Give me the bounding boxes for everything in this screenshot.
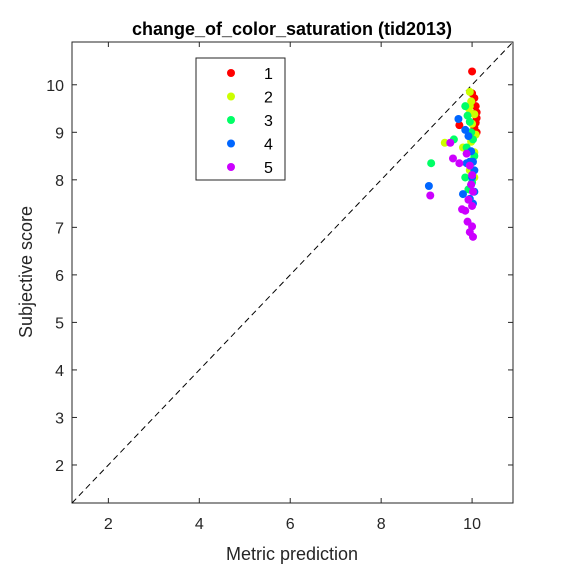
data-point-series-5 bbox=[465, 161, 474, 170]
x-tick-label: 10 bbox=[463, 516, 481, 533]
y-tick-label: 6 bbox=[55, 268, 64, 285]
legend-label-2: 2 bbox=[264, 90, 273, 107]
legend-label-1: 1 bbox=[264, 66, 273, 83]
data-point-series-5 bbox=[468, 187, 477, 196]
data-point-series-5 bbox=[468, 201, 477, 210]
legend-box bbox=[195, 57, 286, 181]
legend-label-3: 3 bbox=[264, 113, 273, 130]
data-point-series-3 bbox=[461, 173, 470, 182]
data-point-series-1 bbox=[455, 121, 464, 130]
y-tick-label: 10 bbox=[46, 78, 64, 95]
data-point-series-5 bbox=[468, 171, 477, 180]
data-point-series-2 bbox=[470, 110, 479, 119]
data-point-series-3 bbox=[465, 117, 474, 126]
data-point-series-5 bbox=[458, 205, 467, 214]
x-tick-label: 4 bbox=[195, 516, 204, 533]
chart-title: change_of_color_saturation (tid2013) bbox=[132, 19, 452, 39]
data-point-series-3 bbox=[427, 159, 436, 168]
legend-marker-2 bbox=[227, 92, 235, 101]
x-tick-label: 2 bbox=[104, 516, 113, 533]
data-point-series-5 bbox=[462, 149, 471, 158]
data-point-series-1 bbox=[468, 67, 477, 76]
y-tick-label: 8 bbox=[55, 173, 64, 190]
y-tick-label: 3 bbox=[55, 410, 64, 427]
identity-reference-line bbox=[71, 41, 514, 504]
data-point-series-5 bbox=[468, 232, 477, 241]
axis-ticks: 2 4 6 8 10 2 3 4 5 6 7 8 9 10 bbox=[46, 42, 513, 533]
data-point-series-3 bbox=[461, 102, 470, 111]
data-point-series-5 bbox=[455, 159, 464, 168]
y-tick-label: 9 bbox=[55, 125, 64, 142]
legend-label-5: 5 bbox=[264, 160, 273, 177]
legend-marker-1 bbox=[227, 69, 235, 77]
legend: 1 2 3 4 5 bbox=[195, 57, 286, 181]
y-tick-label: 7 bbox=[55, 220, 64, 237]
data-point-series-5 bbox=[426, 191, 435, 200]
legend-label-4: 4 bbox=[264, 137, 273, 154]
data-point-series-4 bbox=[464, 132, 473, 141]
data-point-series-4 bbox=[424, 182, 433, 191]
data-point-series-2 bbox=[465, 87, 474, 96]
y-axis-label: Subjective score bbox=[16, 206, 36, 338]
identity-line bbox=[71, 41, 514, 504]
data-point-series-5 bbox=[446, 138, 455, 147]
data-point-series-4 bbox=[461, 125, 470, 134]
data-points bbox=[424, 67, 481, 241]
data-point-series-3 bbox=[463, 111, 472, 120]
x-axis-label: Metric prediction bbox=[226, 544, 358, 564]
data-point-series-4 bbox=[454, 114, 463, 123]
data-point-series-5 bbox=[448, 154, 457, 163]
x-tick-label: 6 bbox=[286, 516, 295, 533]
data-point-series-4 bbox=[458, 190, 467, 199]
y-tick-label: 2 bbox=[55, 458, 64, 475]
data-point-series-5 bbox=[467, 180, 476, 189]
x-tick-label: 8 bbox=[377, 516, 386, 533]
y-tick-label: 5 bbox=[55, 315, 64, 332]
data-point-series-5 bbox=[464, 195, 473, 204]
legend-marker-5 bbox=[227, 163, 235, 171]
y-tick-label: 4 bbox=[55, 363, 64, 380]
legend-marker-3 bbox=[227, 116, 235, 124]
legend-items: 1 2 3 4 5 bbox=[227, 66, 273, 177]
legend-marker-4 bbox=[227, 139, 235, 148]
